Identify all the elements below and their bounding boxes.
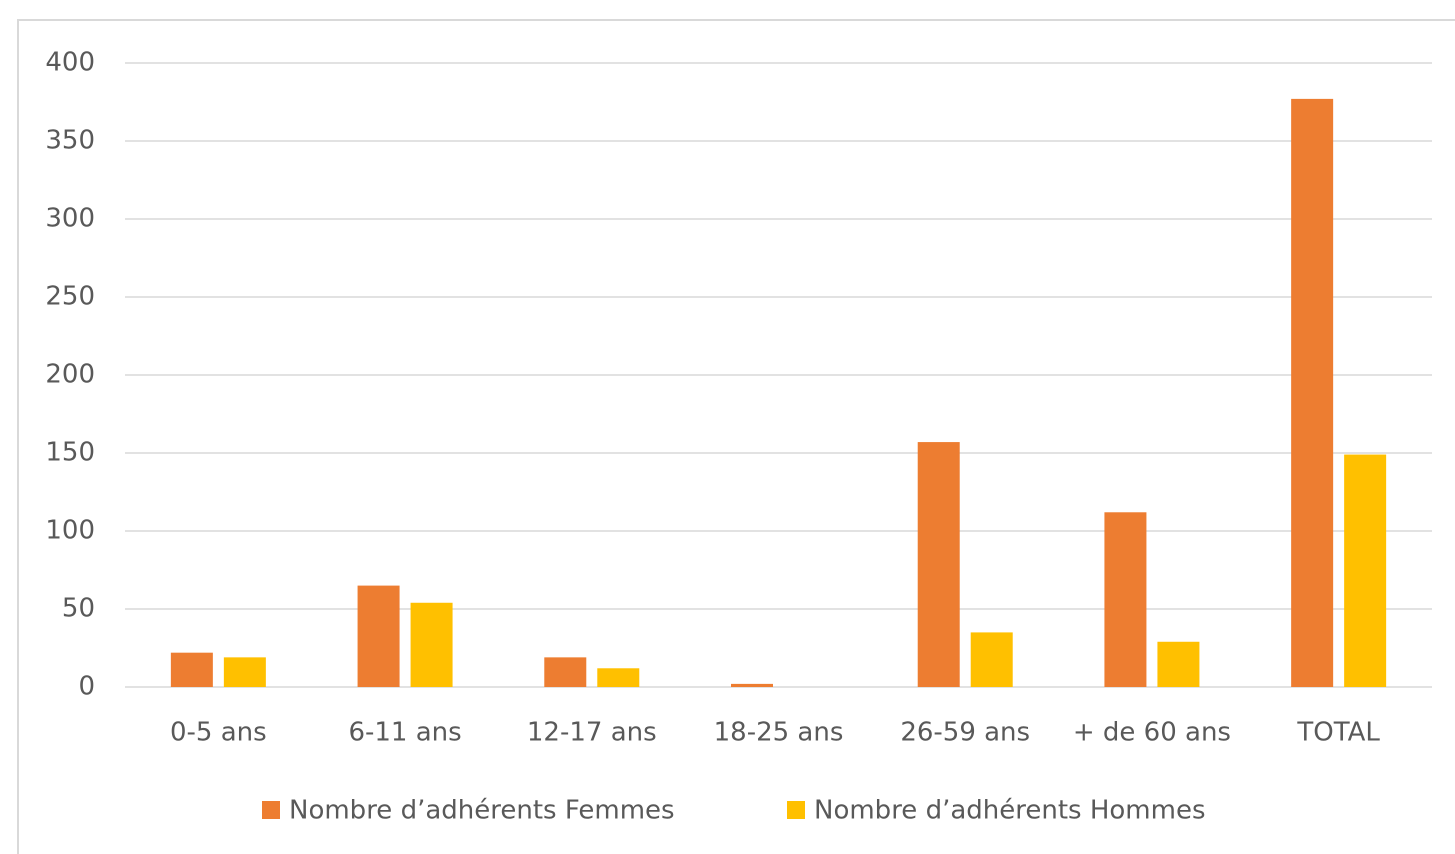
bar <box>970 632 1013 687</box>
y-tick-label: 150 <box>45 438 95 468</box>
x-tick-label: 26-59 ans <box>900 718 1030 748</box>
bar <box>597 668 640 687</box>
y-tick-label: 350 <box>45 126 95 156</box>
legend-swatch <box>787 801 805 819</box>
y-tick-label: 0 <box>78 672 95 702</box>
y-tick-label: 50 <box>62 594 95 624</box>
legend-label: Nombre d’adhérents Femmes <box>289 796 675 826</box>
bar <box>1291 98 1334 687</box>
chart-frame <box>17 19 1455 854</box>
x-tick-label: 18-25 ans <box>714 718 844 748</box>
bar <box>1344 454 1387 687</box>
y-tick-label: 100 <box>45 516 95 546</box>
legend-swatch <box>262 801 280 819</box>
x-tick-label: 12-17 ans <box>527 718 657 748</box>
x-tick-label: TOTAL <box>1296 718 1380 748</box>
bar <box>1157 641 1200 687</box>
x-tick-label: 6-11 ans <box>348 718 461 748</box>
y-tick-label: 250 <box>45 282 95 312</box>
y-tick-label: 200 <box>45 360 95 390</box>
x-tick-label: + de 60 ans <box>1073 718 1231 748</box>
bar <box>544 657 587 687</box>
bar <box>731 683 773 687</box>
bar <box>1104 512 1147 687</box>
bar <box>917 442 960 687</box>
bar <box>410 602 453 687</box>
legend-label: Nombre d’adhérents Hommes <box>814 796 1206 826</box>
x-tick-label: 0-5 ans <box>170 718 267 748</box>
bar <box>357 585 400 687</box>
bar <box>223 657 266 687</box>
bar <box>170 652 213 687</box>
y-tick-label: 300 <box>45 204 95 234</box>
y-tick-label: 400 <box>45 48 95 78</box>
